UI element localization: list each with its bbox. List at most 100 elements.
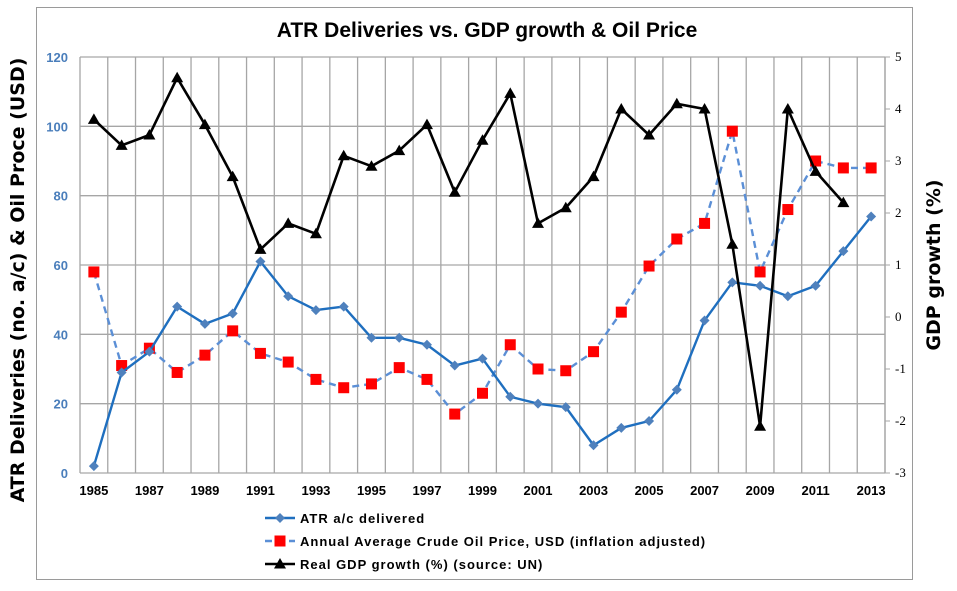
x-tick: 1985 — [79, 483, 108, 498]
data-point — [755, 280, 766, 291]
data-point — [532, 363, 544, 375]
data-point — [172, 301, 183, 312]
data-point — [754, 420, 767, 431]
y-tick-right: -1 — [895, 361, 906, 376]
data-point — [865, 162, 877, 174]
data-point — [115, 139, 128, 150]
x-tick: 2005 — [635, 483, 664, 498]
data-point — [449, 360, 460, 371]
data-point — [616, 422, 627, 433]
legend-label: Real GDP growth (%) (source: UN) — [300, 557, 543, 572]
data-point — [477, 353, 488, 364]
data-point — [420, 118, 433, 130]
data-point — [644, 416, 655, 426]
y-tick-left: 20 — [54, 397, 68, 412]
data-point — [505, 391, 516, 402]
y-axis-right-ticks: -3 -2 -1 0 1 2 3 4 5 — [884, 49, 906, 480]
data-point — [726, 125, 738, 137]
data-point — [366, 332, 377, 343]
data-point — [338, 301, 349, 312]
data-point — [560, 402, 571, 413]
data-point — [866, 211, 877, 222]
x-tick: 2009 — [746, 483, 775, 498]
data-point — [587, 170, 600, 182]
data-point — [448, 186, 461, 197]
series-0 — [88, 211, 877, 472]
data-point — [588, 440, 599, 451]
data-point — [782, 204, 794, 216]
data-point — [171, 71, 184, 83]
legend-item: Annual Average Crude Oil Price, USD (inf… — [265, 534, 706, 549]
data-point — [309, 227, 322, 239]
data-point — [670, 97, 683, 109]
y-tick-left: 60 — [54, 258, 68, 273]
data-point — [504, 87, 517, 98]
y-tick-left: 0 — [61, 466, 68, 481]
data-point — [615, 306, 627, 318]
data-point — [643, 129, 656, 140]
series-layer — [87, 71, 877, 472]
data-point — [143, 129, 156, 140]
data-point — [337, 149, 350, 161]
data-point — [782, 291, 793, 302]
legend: ATR a/c delivered Annual Average Crude Oi… — [265, 511, 706, 572]
y-tick-right: 3 — [895, 153, 902, 168]
data-point — [559, 201, 572, 213]
x-tick: 2013 — [857, 483, 886, 498]
y-axis-left-label: ATR Deliveries (no. a/c) & Oil Proce (US… — [7, 58, 29, 503]
data-point — [310, 305, 321, 316]
data-point — [809, 165, 822, 176]
y-tick-right: 5 — [895, 49, 902, 64]
x-tick: 1995 — [357, 483, 386, 498]
data-point — [699, 315, 710, 326]
y-tick-right: -3 — [895, 465, 906, 480]
y-tick-right: 4 — [895, 101, 902, 116]
x-tick: 1997 — [413, 483, 442, 498]
data-point — [643, 260, 655, 272]
legend-marker — [274, 558, 286, 569]
data-point — [810, 155, 822, 167]
data-point — [838, 246, 849, 257]
data-point — [227, 308, 238, 319]
legend-label: Annual Average Crude Oil Price, USD (inf… — [300, 534, 706, 549]
data-point — [227, 325, 239, 337]
x-tick: 1987 — [135, 483, 164, 498]
x-tick: 2003 — [579, 483, 608, 498]
data-point — [837, 196, 850, 208]
y-tick-right: 0 — [895, 309, 902, 324]
y-tick-right: 2 — [895, 205, 902, 220]
series-2 — [87, 71, 850, 431]
data-point — [144, 346, 155, 357]
data-point — [254, 243, 267, 254]
data-point — [671, 384, 682, 395]
y-tick-left: 120 — [46, 50, 68, 65]
data-point — [810, 280, 821, 291]
data-point — [199, 318, 210, 329]
legend-marker — [275, 513, 285, 523]
series-line — [92, 76, 845, 428]
chart-title: ATR Deliveries vs. GDP growth & Oil Pric… — [277, 19, 698, 42]
x-tick: 2011 — [802, 483, 830, 498]
data-point — [533, 398, 544, 409]
data-point — [198, 118, 211, 130]
data-point — [338, 382, 350, 394]
data-point — [310, 373, 322, 385]
x-tick: 1991 — [246, 483, 275, 498]
data-point — [698, 103, 711, 114]
legend-marker — [274, 535, 286, 547]
y-axis-left-ticks: 0 20 40 60 80 100 120 — [46, 50, 68, 481]
data-point — [727, 277, 738, 288]
data-point — [199, 349, 211, 361]
data-point — [754, 266, 766, 278]
data-point — [726, 238, 739, 249]
y-tick-right: -2 — [895, 413, 906, 428]
data-point — [532, 217, 545, 228]
data-point — [449, 408, 461, 420]
data-point — [365, 378, 377, 390]
data-point — [699, 217, 711, 229]
y-tick-left: 40 — [54, 327, 68, 342]
chart-frame — [36, 7, 913, 580]
data-point — [477, 387, 488, 399]
x-tick: 1999 — [468, 483, 497, 498]
x-tick: 1993 — [301, 483, 330, 498]
